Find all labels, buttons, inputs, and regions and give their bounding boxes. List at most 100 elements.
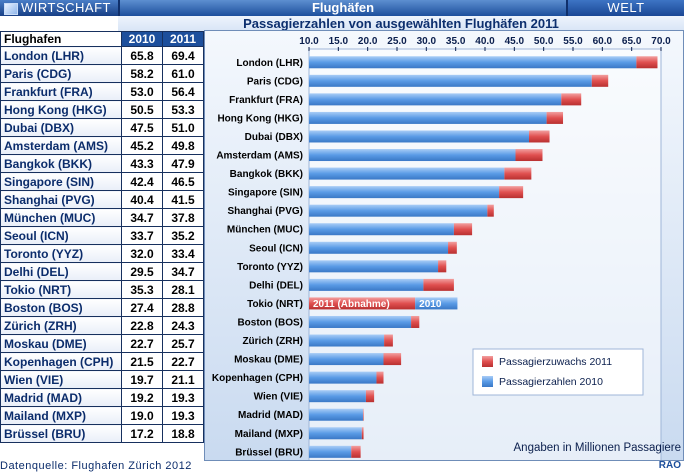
table-row: Hong Kong (HKG) 50.5 53.3 xyxy=(0,100,204,119)
bar-chart: 10.0 15.0 20.0 25.0 30.0 35.0 40.0 45.0 50.0 55.0… xyxy=(212,36,681,460)
category-label: Hong Kong (HKG) xyxy=(217,113,303,124)
legend-swatch-increase xyxy=(482,356,493,367)
section-tab: WIRTSCHAFT xyxy=(0,0,120,16)
table-header-row: Flughafen 2010 2011 xyxy=(0,31,204,47)
category-label: Paris (CDG) xyxy=(247,76,303,87)
category-label: London (LHR) xyxy=(236,58,303,69)
bar-2010 xyxy=(309,93,562,106)
bar-2010 xyxy=(309,111,547,124)
value-2011: 61.0 xyxy=(162,64,204,83)
bar-2011-increase xyxy=(591,74,609,87)
airport-name: Singapore (SIN) xyxy=(0,172,122,191)
decline-annotation: 2011 (Abnahme) xyxy=(313,299,390,310)
bar-2011-increase xyxy=(361,427,364,440)
value-2010: 35.3 xyxy=(121,280,163,299)
airport-name: Amsterdam (AMS) xyxy=(0,136,122,155)
bar-2010 xyxy=(309,241,449,254)
table-row: Kopenhagen (CPH) 21.5 22.7 xyxy=(0,352,204,371)
airport-name: Frankfurt (FRA) xyxy=(0,82,122,101)
value-2010: 58.2 xyxy=(121,64,163,83)
bar-2010 xyxy=(309,260,439,273)
value-2011: 51.0 xyxy=(162,118,204,137)
table-row: Boston (BOS) 27.4 28.8 xyxy=(0,298,204,317)
value-2010: 32.0 xyxy=(121,244,163,263)
x-tick-label: 60.0 xyxy=(593,36,613,47)
bar-2010 xyxy=(309,427,362,440)
airport-name: Brüssel (BRU) xyxy=(0,424,122,443)
bar-2010 xyxy=(309,130,529,143)
value-2010: 42.4 xyxy=(121,172,163,191)
value-2011: 35.2 xyxy=(162,226,204,245)
bar-2011-increase xyxy=(362,408,364,421)
x-tick-label: 20.0 xyxy=(358,36,378,47)
table-row: Moskau (DME) 22.7 25.7 xyxy=(0,334,204,353)
category-label: Madrid (MAD) xyxy=(238,410,303,421)
value-2011: 37.8 xyxy=(162,208,204,227)
airport-name: Mailand (MXP) xyxy=(0,406,122,425)
value-2011: 18.8 xyxy=(162,424,204,443)
chart-panel: 10.0 15.0 20.0 25.0 30.0 35.0 40.0 45.0 50.0 55.0… xyxy=(204,30,684,461)
x-tick-label: 35.0 xyxy=(446,36,466,47)
bar-2011-increase xyxy=(636,56,658,69)
value-2010: 21.5 xyxy=(121,352,163,371)
table-row: Madrid (MAD) 19.2 19.3 xyxy=(0,388,204,407)
topic-title: Flughäfen xyxy=(311,0,375,15)
value-2010: 45.2 xyxy=(121,136,163,155)
bar-2011-increase xyxy=(384,334,393,347)
airport-name: Kopenhagen (CPH) xyxy=(0,352,122,371)
bar-2011-increase xyxy=(365,390,375,403)
category-label: Seoul (ICN) xyxy=(249,243,303,254)
bar-2010 xyxy=(309,223,454,236)
value-2011: 33.4 xyxy=(162,244,204,263)
value-2011: 25.7 xyxy=(162,334,204,353)
value-2010: 65.8 xyxy=(121,46,163,65)
table-row: Zürich (ZRH) 22.8 24.3 xyxy=(0,316,204,335)
col-2011: 2011 xyxy=(162,31,204,47)
x-tick-label: 55.0 xyxy=(563,36,583,47)
value-2011: 41.5 xyxy=(162,190,204,209)
x-tick-label: 40.0 xyxy=(475,36,495,47)
chart-subtitle: Passagierzahlen von ausgewählten Flughäf… xyxy=(118,16,684,31)
region-label: WELT xyxy=(566,0,684,16)
category-label: München (MUC) xyxy=(227,225,303,236)
value-2010: 19.7 xyxy=(121,370,163,389)
section-label: WIRTSCHAFT xyxy=(21,0,111,15)
category-label: Bangkok (BKK) xyxy=(230,169,303,180)
value-2011: 49.8 xyxy=(162,136,204,155)
table-row: Frankfurt (FRA) 53.0 56.4 xyxy=(0,82,204,101)
bar-2010 xyxy=(309,334,385,347)
table-row: Bangkok (BKK) 43.3 47.9 xyxy=(0,154,204,173)
table-row: München (MUC) 34.7 37.8 xyxy=(0,208,204,227)
value-2011: 24.3 xyxy=(162,316,204,335)
x-tick-label: 45.0 xyxy=(505,36,525,47)
value-2011: 69.4 xyxy=(162,46,204,65)
credit-label: RAO xyxy=(658,460,681,471)
airport-name: Zürich (ZRH) xyxy=(0,316,122,335)
table-row: Amsterdam (AMS) 45.2 49.8 xyxy=(0,136,204,155)
category-label: Tokio (NRT) xyxy=(247,299,303,310)
legend-label-2010: Passagierzahlen 2010 xyxy=(499,376,603,388)
value-2010: 47.5 xyxy=(121,118,163,137)
value-2010: 27.4 xyxy=(121,298,163,317)
bar-2010 xyxy=(309,445,352,458)
bar-2011-decline xyxy=(309,297,416,310)
value-2010: 19.2 xyxy=(121,388,163,407)
category-label: Kopenhagen (CPH) xyxy=(212,373,303,384)
bar-2011-increase xyxy=(515,149,543,162)
bar-2010 xyxy=(309,390,366,403)
airport-name: Wien (VIE) xyxy=(0,370,122,389)
x-tick-label: 15.0 xyxy=(329,36,349,47)
bar-2010 xyxy=(309,315,412,328)
table-row: Mailand (MXP) 19.0 19.3 xyxy=(0,406,204,425)
col-airport: Flughafen xyxy=(0,31,122,47)
category-label: Moskau (DME) xyxy=(234,355,303,366)
value-2010: 22.8 xyxy=(121,316,163,335)
airport-name: Tokio (NRT) xyxy=(0,280,122,299)
table-row: Brüssel (BRU) 17.2 18.8 xyxy=(0,424,204,443)
airport-name: Hong Kong (HKG) xyxy=(0,100,122,119)
value-2010: 33.7 xyxy=(121,226,163,245)
bar-2010 xyxy=(309,408,363,421)
bar-2011-increase xyxy=(546,111,564,124)
value-2011: 22.7 xyxy=(162,352,204,371)
value-2010: 34.7 xyxy=(121,208,163,227)
